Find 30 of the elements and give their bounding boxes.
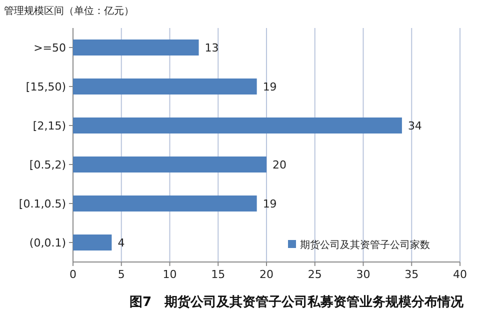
x-tick-label: 0 xyxy=(70,268,76,281)
y-tick-label: [15,50) xyxy=(26,80,66,94)
y-tick-label: [2,15) xyxy=(32,120,66,132)
legend-label: 期货公司及其资管子公司家数 xyxy=(300,239,430,251)
x-tick-label: 10 xyxy=(162,268,177,281)
bar xyxy=(73,156,266,172)
x-tick-label: 20 xyxy=(260,268,274,281)
y-tick-label: (0,0.1) xyxy=(29,236,66,250)
x-tick-label: 15 xyxy=(211,268,226,281)
data-label: 34 xyxy=(408,120,422,132)
x-tick-label: 35 xyxy=(404,268,419,281)
x-tick-label: 25 xyxy=(308,268,322,281)
bar xyxy=(73,40,199,56)
y-tick-label: >=50 xyxy=(34,42,66,54)
x-tick-label: 40 xyxy=(453,268,467,281)
data-label: 19 xyxy=(262,80,277,94)
bar xyxy=(73,196,257,212)
bar xyxy=(73,234,112,250)
data-label: 13 xyxy=(204,42,219,54)
data-label: 19 xyxy=(262,198,277,210)
text: 图7 期货公司及其资管子公司私募资管业务规模分布情况 xyxy=(129,294,465,310)
y-tick-label: [0.5,2) xyxy=(29,158,66,172)
x-tick-label: 5 xyxy=(118,268,125,281)
bar xyxy=(73,78,257,94)
bar xyxy=(73,118,402,134)
x-tick-label: 30 xyxy=(356,268,370,281)
data-label: 20 xyxy=(272,158,286,172)
data-label: 4 xyxy=(118,236,125,250)
y-axis-title: 管理规模区间（单位：亿元） xyxy=(4,5,134,17)
y-tick-label: [0.1,0.5) xyxy=(18,198,66,210)
